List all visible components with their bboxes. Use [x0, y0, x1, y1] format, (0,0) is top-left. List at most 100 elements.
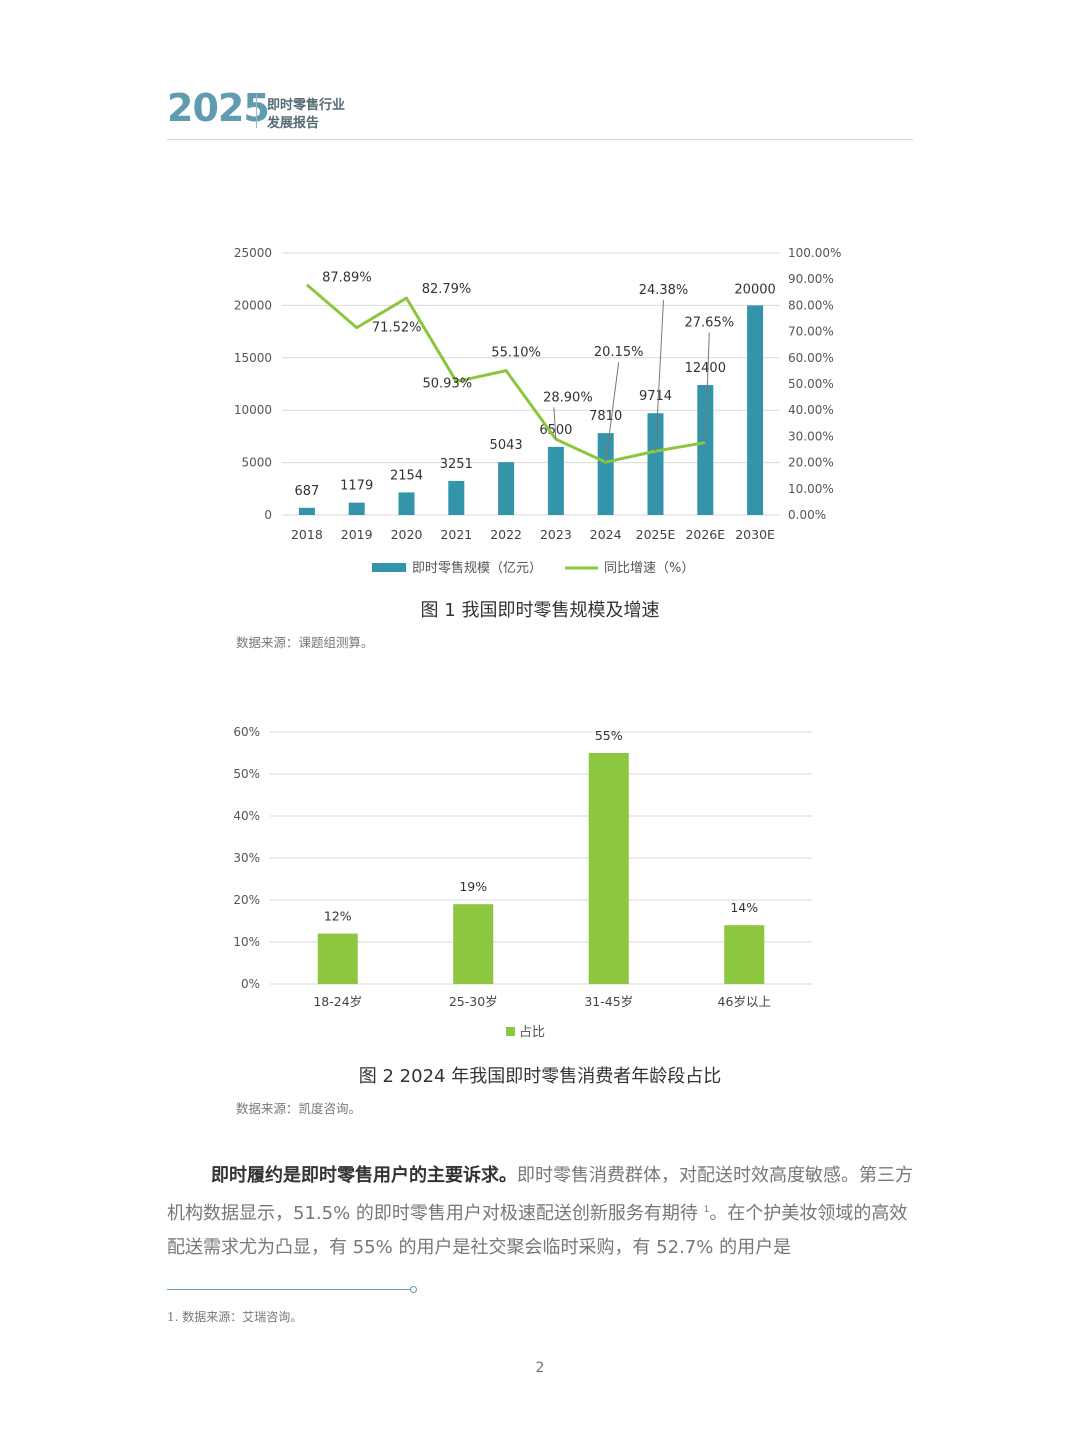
x-tick-label: 25-30岁 — [449, 994, 498, 1009]
bar — [547, 446, 564, 515]
line-value-label: 20.15% — [594, 345, 644, 360]
legend-swatch — [506, 1027, 515, 1036]
x-tick-label: 46岁以上 — [718, 994, 771, 1009]
x-tick-label: 2030E — [735, 527, 775, 542]
paragraph-text-2: 。在个护美妆领域的高效配送需求尤为凸显，有 55% 的用户是社交聚会临时采购，有… — [167, 1203, 908, 1258]
chart-market-size: 0 5000 10000 15000 20000 25000 0.00% 10.00% 20.0… — [234, 246, 842, 576]
figure2-caption: 图 2 2024 年我国即时零售消费者年龄段占比 — [358, 1066, 722, 1087]
bar — [588, 753, 629, 984]
bar — [498, 462, 515, 515]
y-tick-label: 50% — [233, 767, 260, 781]
legend-label-line: 同比增速（%） — [604, 561, 694, 576]
bar-value-label: 687 — [294, 484, 319, 499]
paragraph-lead: 即时履约是即时零售用户的主要诉求。 — [211, 1165, 517, 1186]
legend-label: 占比 — [519, 1025, 545, 1040]
header-divider — [256, 94, 257, 128]
line-value-label: 82.79% — [422, 282, 472, 297]
y-right-tick-label: 80.00% — [788, 298, 834, 312]
growth-line — [305, 283, 706, 464]
y-right-tick-label: 0.00% — [788, 508, 826, 522]
x-tick-label: 18-24岁 — [313, 994, 362, 1009]
x-tick-label: 2022 — [490, 527, 522, 542]
line-value-label: 24.38% — [639, 283, 689, 298]
bar-value-label: 7810 — [589, 409, 622, 424]
bar-value-label: 55% — [595, 728, 623, 743]
y-left-tick-label: 15000 — [234, 351, 272, 365]
y-tick-label: 10% — [233, 935, 260, 949]
y-tick-label: 30% — [233, 851, 260, 865]
figure1-source: 数据来源：课题组测算。 — [236, 635, 374, 650]
report-title-line2: 发展报告 — [267, 116, 320, 131]
bar-value-label: 12% — [324, 909, 352, 924]
y-right-tick-label: 30.00% — [788, 429, 834, 443]
y-tick-label: 20% — [233, 893, 260, 907]
line-value-label: 71.52% — [372, 321, 422, 336]
y-right-tick-label: 90.00% — [788, 272, 834, 286]
leader-line — [655, 300, 664, 452]
body-paragraph: 即时履约是即时零售用户的主要诉求。即时零售消费群体，对配送时效高度敏感。第三方机… — [167, 1159, 913, 1265]
figure2-source: 数据来源：凯度咨询。 — [236, 1101, 362, 1116]
y-tick-label: 40% — [233, 809, 260, 823]
report-year: 2025 — [167, 86, 270, 130]
bar — [398, 492, 415, 515]
y-right-tick-label: 40.00% — [788, 403, 834, 417]
y-right-tick-label: 50.00% — [788, 377, 834, 391]
bar — [747, 305, 764, 515]
bar-value-label: 5043 — [490, 438, 523, 453]
legend-label-bar: 即时零售规模（亿元） — [412, 560, 542, 576]
legend-swatch-bar — [372, 563, 406, 572]
footnote-ref[interactable]: 1 — [703, 1205, 710, 1215]
page-number: 2 — [535, 1360, 545, 1376]
report-header: 2025 即时零售行业 发展报告 — [167, 86, 913, 140]
line-value-label: 55.10% — [491, 346, 541, 361]
x-tick-label: 2020 — [391, 527, 423, 542]
footnote: 1. 数据来源：艾瑞咨询。 — [167, 1310, 303, 1324]
y-left-tick-label: 20000 — [234, 298, 272, 312]
x-tick-label: 2018 — [291, 527, 323, 542]
line-value-label: 27.65% — [685, 316, 735, 331]
x-tick-label: 2024 — [590, 527, 622, 542]
footnote-rule — [167, 1289, 412, 1290]
y-right-tick-label: 70.00% — [788, 325, 834, 339]
y-right-tick-label: 10.00% — [788, 482, 834, 496]
line-value-label: 28.90% — [543, 390, 593, 405]
bar — [647, 413, 664, 515]
bar — [697, 385, 714, 515]
bar — [448, 480, 465, 515]
bar — [298, 507, 315, 515]
y-right-tick-label: 60.00% — [788, 351, 834, 365]
line-value-label: 50.93% — [423, 377, 473, 392]
leader-line — [704, 332, 710, 443]
y-left-tick-label: 10000 — [234, 403, 272, 417]
y-right-tick-label: 20.00% — [788, 456, 834, 470]
figure1-caption: 图 1 我国即时零售规模及增速 — [420, 600, 660, 621]
x-tick-label: 2019 — [341, 527, 373, 542]
bar-value-label: 20000 — [734, 282, 775, 297]
bar — [597, 433, 614, 515]
y-tick-label: 60% — [233, 725, 260, 739]
bar — [348, 502, 365, 515]
header-rule — [167, 139, 913, 140]
chart-age-distribution: 0% 10% 20% 30% 40% 50% 60% 12% 19% 55% 14% 18-24岁 25… — [233, 725, 812, 1040]
bar-value-label: 14% — [730, 900, 758, 915]
footnote-rule-dot — [410, 1286, 417, 1293]
bar-value-label: 9714 — [639, 389, 672, 404]
leader-line — [605, 362, 620, 463]
y-right-tick-label: 100.00% — [788, 246, 841, 260]
y-left-tick-label: 0 — [264, 508, 272, 522]
bar — [453, 904, 494, 984]
x-tick-label: 31-45岁 — [584, 994, 633, 1009]
bar-value-label: 19% — [459, 879, 487, 894]
bar — [724, 925, 765, 984]
bar-value-label: 2154 — [390, 468, 423, 483]
x-tick-label: 2021 — [440, 527, 472, 542]
y-tick-label: 0% — [241, 977, 260, 991]
y-left-tick-label: 5000 — [241, 456, 272, 470]
y-left-tick-label: 25000 — [234, 246, 272, 260]
bar-value-label: 3251 — [440, 457, 473, 472]
paragraph-text-1: 即时零售消费群体，对配送时效高度敏感。第三方机构数据显示，51.5% 的即时零售… — [167, 1165, 913, 1224]
bar — [317, 933, 358, 984]
leader-line — [553, 407, 557, 440]
x-tick-label: 2026E — [685, 527, 725, 542]
x-tick-label: 2023 — [540, 527, 572, 542]
